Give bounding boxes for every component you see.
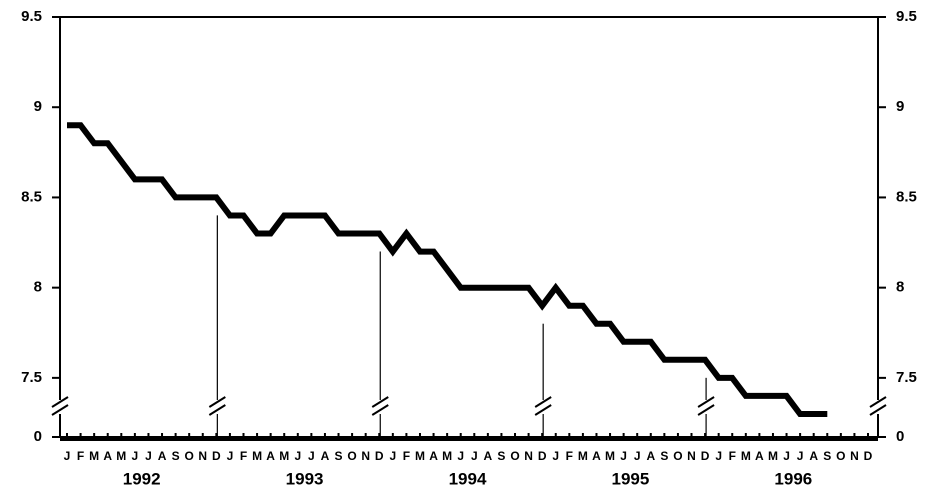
x-tick-label: M	[741, 449, 751, 463]
divider-break	[697, 404, 715, 416]
y-tick-label: 8.5	[21, 188, 42, 205]
x-tick-label: S	[660, 449, 668, 463]
divider-break	[697, 396, 715, 408]
year-label: 1993	[286, 469, 324, 488]
x-tick-label: N	[850, 449, 859, 463]
x-tick-label: N	[524, 449, 533, 463]
y2-tick-label: 7.5	[896, 369, 917, 386]
data-line	[67, 122, 828, 417]
x-tick-label: M	[89, 449, 99, 463]
divider-break	[371, 396, 389, 408]
x-tick-label: A	[809, 449, 818, 463]
plot-frame	[59, 16, 879, 438]
x-tick-label: A	[755, 449, 764, 463]
x-tick-label: N	[361, 449, 370, 463]
y2-tick-label: 8.5	[896, 188, 917, 205]
x-tick-label: F	[240, 449, 247, 463]
y2-tick-label: 9	[896, 98, 904, 115]
year-label: 1994	[449, 469, 487, 488]
x-tick-label: D	[864, 449, 873, 463]
y-axis-break	[51, 396, 69, 408]
x-tick-label: F	[566, 449, 573, 463]
x-tick-label: M	[442, 449, 452, 463]
x-tick-label: S	[172, 449, 180, 463]
x-tick-label: M	[415, 449, 425, 463]
x-tick-label: D	[375, 449, 384, 463]
x-tick-label: A	[484, 449, 493, 463]
y2-tick-label: 0	[896, 428, 904, 445]
x-tick-label: J	[471, 449, 478, 463]
x-tick-label: A	[158, 449, 167, 463]
y-axis-break	[51, 404, 69, 416]
divider-break	[534, 396, 552, 408]
x-tick-label: D	[212, 449, 221, 463]
divider-break	[371, 404, 389, 416]
x-tick-label: D	[701, 449, 710, 463]
year-label: 1992	[123, 469, 161, 488]
x-tick-label: J	[294, 449, 301, 463]
x-tick-label: O	[510, 449, 519, 463]
x-tick-label: S	[823, 449, 831, 463]
year-label: 1996	[774, 469, 812, 488]
x-tick-label: J	[132, 449, 139, 463]
y-tick-label: 9	[34, 98, 42, 115]
x-tick-label: J	[783, 449, 790, 463]
y-tick-label: 9.5	[21, 8, 42, 25]
x-tick-label: O	[673, 449, 682, 463]
x-tick-label: J	[145, 449, 152, 463]
x-tick-label: O	[836, 449, 845, 463]
x-tick-label: J	[64, 449, 71, 463]
x-tick-label: S	[497, 449, 505, 463]
x-tick-label: M	[252, 449, 262, 463]
x-tick-label: M	[605, 449, 615, 463]
y-tick-label: 8	[34, 279, 42, 296]
y-tick-label: 7.5	[21, 369, 42, 386]
x-tick-label: A	[321, 449, 330, 463]
y2-tick-label: 8	[896, 279, 904, 296]
x-tick-label: A	[429, 449, 438, 463]
divider-break	[534, 404, 552, 416]
x-tick-label: M	[116, 449, 126, 463]
x-axis-bar	[60, 436, 878, 441]
x-tick-label: M	[768, 449, 778, 463]
x-tick-label: D	[538, 449, 547, 463]
x-tick-label: J	[308, 449, 315, 463]
divider-break	[208, 396, 226, 408]
x-tick-label: O	[185, 449, 194, 463]
x-tick-label: M	[279, 449, 289, 463]
x-tick-label: N	[687, 449, 696, 463]
x-tick-label: J	[634, 449, 641, 463]
x-tick-label: J	[389, 449, 396, 463]
y2-axis-break	[869, 404, 887, 416]
x-tick-label: J	[457, 449, 464, 463]
y-tick-label: 0	[34, 428, 42, 445]
x-tick-label: J	[552, 449, 559, 463]
x-tick-label: S	[335, 449, 343, 463]
x-tick-label: A	[592, 449, 601, 463]
x-tick-label: F	[729, 449, 736, 463]
x-tick-label: J	[620, 449, 627, 463]
y2-axis-break	[869, 396, 887, 408]
x-tick-label: N	[198, 449, 207, 463]
x-tick-label: F	[403, 449, 410, 463]
y2-tick-label: 9.5	[896, 8, 917, 25]
x-tick-label: A	[103, 449, 112, 463]
x-tick-label: F	[77, 449, 84, 463]
x-tick-label: J	[715, 449, 722, 463]
x-tick-label: J	[227, 449, 234, 463]
x-tick-label: A	[646, 449, 655, 463]
x-tick-label: O	[347, 449, 356, 463]
x-tick-label: J	[797, 449, 804, 463]
divider-break	[208, 404, 226, 416]
x-tick-label: A	[266, 449, 275, 463]
x-tick-label: M	[578, 449, 588, 463]
year-label: 1995	[612, 469, 650, 488]
